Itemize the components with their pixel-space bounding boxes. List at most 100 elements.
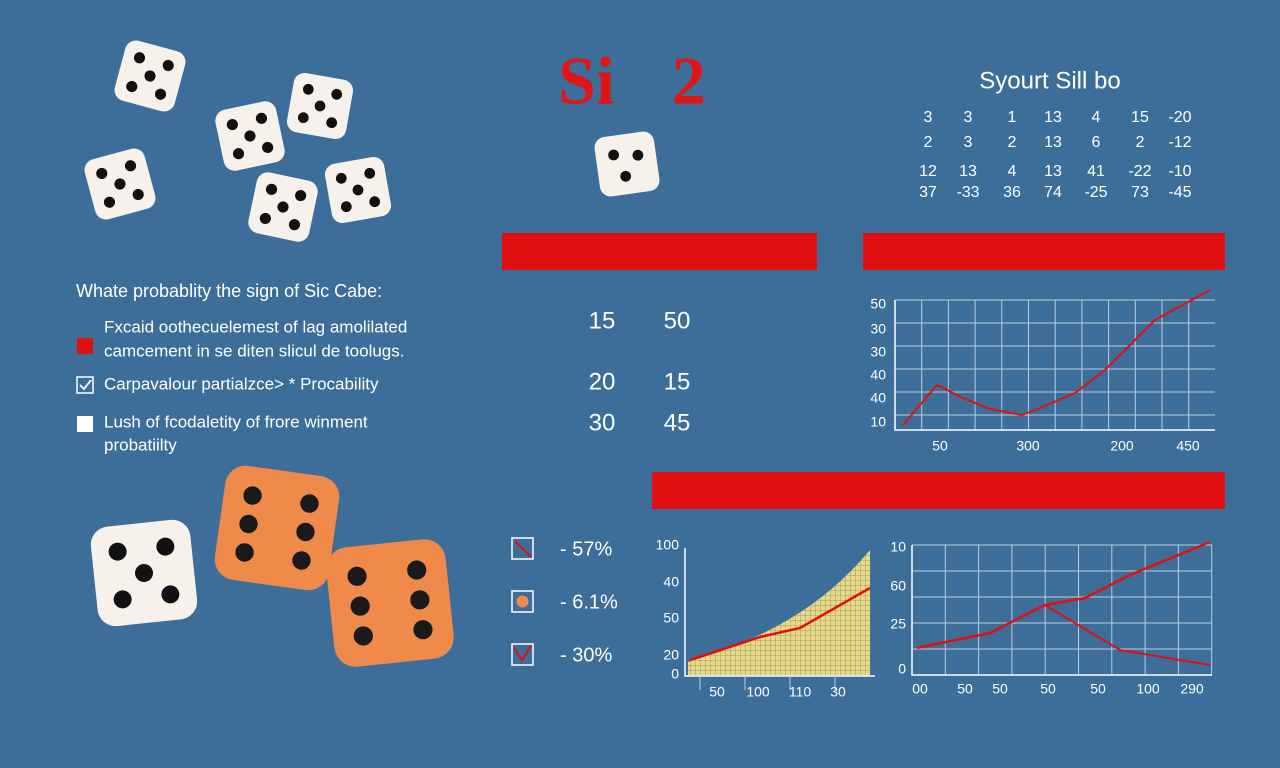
- y-tick-label: 100: [656, 537, 680, 553]
- legend-label: - 30%: [560, 644, 612, 666]
- table-cell: 2: [924, 134, 933, 151]
- line: [902, 289, 1211, 426]
- x-tick-label: 110: [789, 684, 812, 700]
- y-tick-label: 30: [870, 321, 886, 337]
- die: [212, 463, 342, 593]
- legend-icon: [516, 595, 529, 608]
- x-tick-label: 450: [1176, 438, 1200, 454]
- y-tick-label: 40: [870, 390, 886, 406]
- number: 45: [664, 409, 691, 436]
- x-tick-label: 200: [1110, 438, 1134, 454]
- y-tick-label: 20: [663, 647, 679, 663]
- table-cell: -22: [1128, 163, 1151, 180]
- table-cell: 13: [1044, 134, 1062, 151]
- x-tick-label: 50: [932, 438, 948, 454]
- table-cell: -25: [1084, 184, 1107, 201]
- option-text: camcement in se diten slicul de toolugs.: [104, 341, 405, 360]
- die: [112, 38, 188, 114]
- x-tick-label: 30: [830, 684, 846, 700]
- chart-grid: [894, 299, 1215, 431]
- die: [285, 71, 355, 141]
- axis: [911, 545, 1212, 676]
- y-tick-label: 50: [663, 610, 679, 626]
- x-tick-label: 300: [1016, 438, 1040, 454]
- table-cell: 3: [964, 134, 973, 151]
- x-tick-label: 50: [1090, 681, 1106, 697]
- y-tick-label: 50: [870, 296, 886, 312]
- table-cell: -33: [956, 184, 979, 201]
- table-cell: 13: [959, 163, 977, 180]
- numbers: 15 50 20 15 30 45: [589, 307, 691, 436]
- number: 20: [589, 368, 616, 395]
- title: Si 2: [558, 43, 706, 119]
- line: [916, 540, 1211, 650]
- y-tick-label: 40: [870, 367, 886, 383]
- table-cell: 4: [1008, 163, 1017, 180]
- y-tick-label: 10: [890, 539, 906, 555]
- line: [1044, 604, 1211, 666]
- die: [323, 155, 393, 225]
- die: [246, 170, 320, 244]
- y-tick-label: 10: [870, 414, 886, 430]
- header-bar: [863, 233, 1225, 270]
- x-tick-label: 50: [992, 681, 1008, 697]
- table-title: Syourt Sill bo: [979, 67, 1120, 94]
- area: [688, 550, 870, 676]
- y-tick-label: 0: [671, 666, 679, 682]
- y-tick-label: 0: [898, 661, 906, 677]
- die: [593, 130, 661, 198]
- x-tick-label: 50: [957, 681, 973, 697]
- table-cell: 6: [1092, 134, 1101, 151]
- table: 3 3 1 13 4 15 -20 2 3 2 13 6 2 -12 12 13 4 13 41 -22 -10 37 -3…: [919, 109, 1192, 201]
- option-text: Carpavalour partialzce> * Procability: [104, 374, 379, 393]
- legend-icon: [513, 645, 532, 662]
- number: 50: [664, 307, 691, 334]
- options: Fxcaid oothecuelemest of lag amolilated c…: [104, 317, 407, 454]
- die: [82, 146, 158, 222]
- option-text: probatiilty: [104, 435, 177, 454]
- die: [89, 518, 199, 628]
- legend-icon: [511, 537, 534, 560]
- checkbox[interactable]: [77, 338, 93, 354]
- table-cell: 13: [1044, 163, 1062, 180]
- table-cell: 1: [1008, 109, 1017, 126]
- option-text: Fxcaid oothecuelemest of lag amolilated: [104, 317, 407, 336]
- legend-label: - 57%: [560, 538, 612, 560]
- line: [689, 586, 871, 662]
- table-cell: 3: [924, 109, 933, 126]
- table-cell: 12: [919, 163, 937, 180]
- legend-label: - 6.1%: [560, 591, 618, 613]
- table-cell: -12: [1168, 134, 1191, 151]
- x-tick-label: 100: [1136, 681, 1160, 697]
- question: Whate probablity the sign of Sic Cabe:: [76, 281, 382, 301]
- table-cell: -10: [1168, 163, 1191, 180]
- y-tick-label: 30: [870, 344, 886, 360]
- x-tick-label: 290: [1180, 681, 1204, 697]
- checkbox[interactable]: [77, 416, 93, 432]
- checkbox[interactable]: [76, 376, 94, 394]
- option-text: Lush of fcodaletity of frore winment: [104, 412, 368, 431]
- legend-icon: [511, 643, 534, 666]
- table-cell: 73: [1131, 184, 1149, 201]
- table-cell: 2: [1008, 134, 1017, 151]
- table-cell: 4: [1092, 109, 1101, 126]
- table-cell: 3: [964, 109, 973, 126]
- axis: [684, 548, 875, 677]
- header-bar: [502, 233, 817, 270]
- axis: [894, 300, 1215, 431]
- table-cell: 74: [1044, 184, 1062, 201]
- legend-icon: [511, 590, 534, 613]
- table-cell: -45: [1168, 184, 1191, 201]
- table-cell: 15: [1131, 109, 1149, 126]
- number: 15: [589, 307, 616, 334]
- number: 30: [589, 409, 616, 436]
- chart-grid: [699, 544, 1213, 690]
- x-tick-label: 00: [912, 681, 928, 697]
- table-cell: 13: [1044, 109, 1062, 126]
- table-cell: 37: [919, 184, 937, 201]
- x-tick-label: 100: [746, 684, 770, 700]
- table-cell: 36: [1003, 184, 1021, 201]
- legend: - 57% - 6.1% - 30%: [560, 538, 618, 666]
